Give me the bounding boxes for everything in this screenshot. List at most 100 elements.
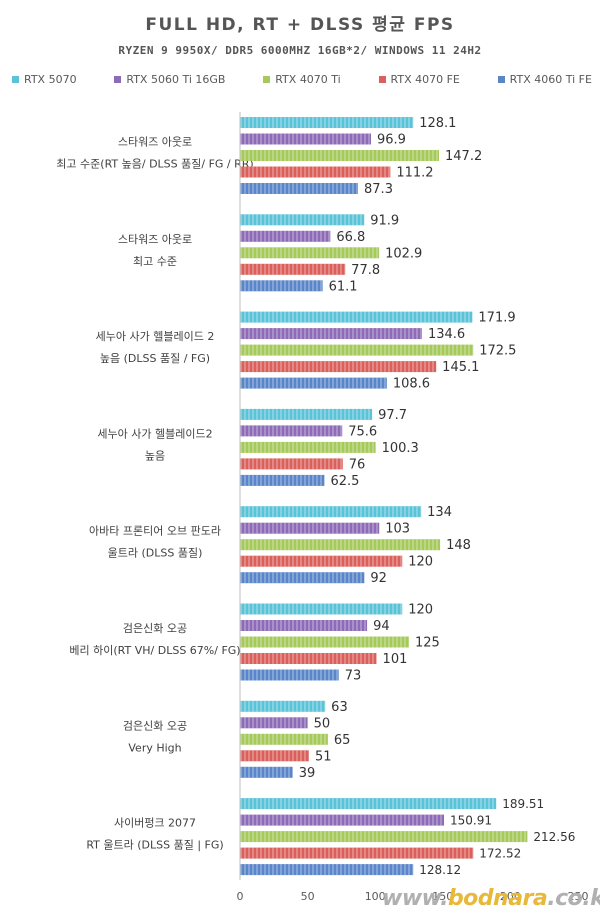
legend-item: RTX 4070 Ti bbox=[263, 73, 341, 86]
bar-texture bbox=[240, 669, 339, 681]
x-tick-label: 250 bbox=[568, 890, 589, 903]
data-label: 65 bbox=[334, 733, 351, 748]
bar-texture bbox=[240, 474, 325, 486]
bar-texture bbox=[240, 377, 387, 389]
bar-texture bbox=[240, 750, 309, 762]
data-label: 94 bbox=[373, 619, 390, 634]
data-label: 76 bbox=[349, 457, 366, 472]
category-label: 베리 하이(RT VH/ DLSS 67%/ FG) bbox=[69, 643, 240, 657]
data-label: 145.1 bbox=[442, 360, 479, 375]
legend-label: RTX 4070 Ti bbox=[275, 73, 341, 86]
data-label: 62.5 bbox=[331, 474, 360, 489]
category-label: 사이버펑크 2077 bbox=[114, 817, 196, 830]
category-label: 스타워즈 아웃로 bbox=[118, 136, 192, 149]
data-label: 66.8 bbox=[336, 230, 365, 245]
data-label: 101 bbox=[383, 652, 408, 667]
data-label: 77.8 bbox=[351, 263, 380, 278]
legend-swatch bbox=[12, 76, 19, 83]
category-label: 검은신화 오공 bbox=[123, 622, 187, 635]
category-label: 울트라 (DLSS 품질) bbox=[108, 547, 203, 560]
bar-texture bbox=[240, 831, 528, 843]
x-tick-label: 0 bbox=[237, 890, 244, 903]
bar-texture bbox=[240, 653, 377, 664]
data-label: 96.9 bbox=[377, 133, 406, 148]
category-label: 최고 수준(RT 높음/ DLSS 품질/ FG / RR) bbox=[56, 158, 253, 171]
bar-texture bbox=[240, 425, 343, 437]
bar-texture bbox=[240, 166, 391, 178]
legend: RTX 5070 RTX 5060 Ti 16GB RTX 4070 Ti RTX 4… bbox=[12, 73, 592, 86]
category-label: RT 울트라 (DLSS 품질 | FG) bbox=[86, 839, 223, 852]
bar-texture bbox=[240, 247, 380, 259]
category-label: 검은신화 오공 bbox=[123, 719, 187, 732]
bar-texture bbox=[240, 766, 293, 778]
data-label: 128.12 bbox=[419, 863, 461, 877]
bar-texture bbox=[240, 864, 414, 876]
legend-item: RTX 5070 bbox=[12, 73, 77, 86]
bar-texture bbox=[240, 441, 376, 453]
data-label: 50 bbox=[314, 716, 331, 731]
data-label: 150.91 bbox=[450, 814, 492, 828]
data-label: 63 bbox=[331, 700, 348, 715]
bar-texture bbox=[240, 733, 328, 745]
watermark-pre: www. bbox=[382, 886, 448, 911]
data-label: 128.1 bbox=[419, 116, 456, 131]
bar-texture bbox=[240, 150, 440, 161]
x-tick-label: 150 bbox=[432, 890, 453, 903]
legend-item: RTX 4060 Ti FE bbox=[497, 73, 592, 86]
data-label: 120 bbox=[408, 555, 433, 570]
data-label: 120 bbox=[408, 603, 433, 618]
watermark: www.bodnara.co.kr bbox=[382, 886, 600, 911]
data-label: 91.9 bbox=[370, 213, 399, 228]
legend-label: RTX 5070 bbox=[24, 73, 77, 86]
bar-texture bbox=[240, 539, 441, 551]
legend-swatch bbox=[263, 76, 271, 83]
data-label: 51 bbox=[315, 749, 332, 764]
data-label: 108.6 bbox=[393, 377, 430, 392]
data-label: 148 bbox=[446, 538, 471, 553]
bar-texture bbox=[240, 458, 343, 470]
bar-texture bbox=[240, 408, 373, 420]
bar-texture bbox=[240, 133, 372, 145]
legend-swatch bbox=[114, 76, 122, 83]
category-label: 최고 수준 bbox=[133, 255, 177, 268]
bar-texture bbox=[240, 214, 365, 226]
legend-label: RTX 5060 Ti 16GB bbox=[126, 73, 226, 86]
bar-texture bbox=[240, 700, 326, 712]
bar-texture bbox=[240, 572, 365, 584]
legend-item: RTX 4070 FE bbox=[378, 73, 460, 86]
legend-swatch bbox=[378, 76, 386, 83]
bar-texture bbox=[240, 814, 445, 826]
bar-texture bbox=[240, 555, 403, 567]
x-tick-label: 200 bbox=[500, 890, 521, 903]
data-label: 102.9 bbox=[385, 246, 422, 261]
data-label: 103 bbox=[385, 522, 410, 537]
bar-texture bbox=[240, 717, 308, 729]
data-label: 147.2 bbox=[445, 149, 482, 164]
data-label: 75.6 bbox=[348, 424, 377, 439]
data-label: 87.3 bbox=[364, 182, 393, 197]
bar-texture bbox=[240, 603, 403, 615]
legend-label: RTX 4060 Ti FE bbox=[509, 73, 592, 86]
data-label: 172.52 bbox=[479, 847, 521, 861]
chart-title: FULL HD, RT + DLSS 평균 FPS bbox=[145, 15, 455, 35]
data-label: 73 bbox=[345, 669, 362, 684]
bar-texture bbox=[240, 506, 422, 518]
chart-subtitle: RYZEN 9 9950X/ DDR5 6000MHZ 16GB*2/ WIND… bbox=[118, 44, 482, 57]
category-label: Very High bbox=[128, 741, 181, 754]
data-label: 212.56 bbox=[533, 830, 575, 844]
bar-texture bbox=[240, 280, 323, 292]
category-label: 세누아 사가 헬블레이드 2 bbox=[96, 330, 215, 343]
data-label: 39 bbox=[299, 766, 316, 781]
data-label: 97.7 bbox=[378, 408, 407, 423]
legend-label: RTX 4070 FE bbox=[390, 73, 460, 86]
data-label: 100.3 bbox=[382, 441, 419, 456]
data-label: 92 bbox=[370, 571, 387, 586]
category-label: 높음 bbox=[145, 449, 165, 462]
bar-texture bbox=[240, 798, 497, 810]
bar-texture bbox=[240, 344, 474, 356]
x-tick-label: 50 bbox=[301, 890, 315, 903]
data-label: 171.9 bbox=[478, 311, 515, 326]
data-label: 111.2 bbox=[396, 166, 433, 181]
data-label: 134.6 bbox=[428, 327, 465, 342]
